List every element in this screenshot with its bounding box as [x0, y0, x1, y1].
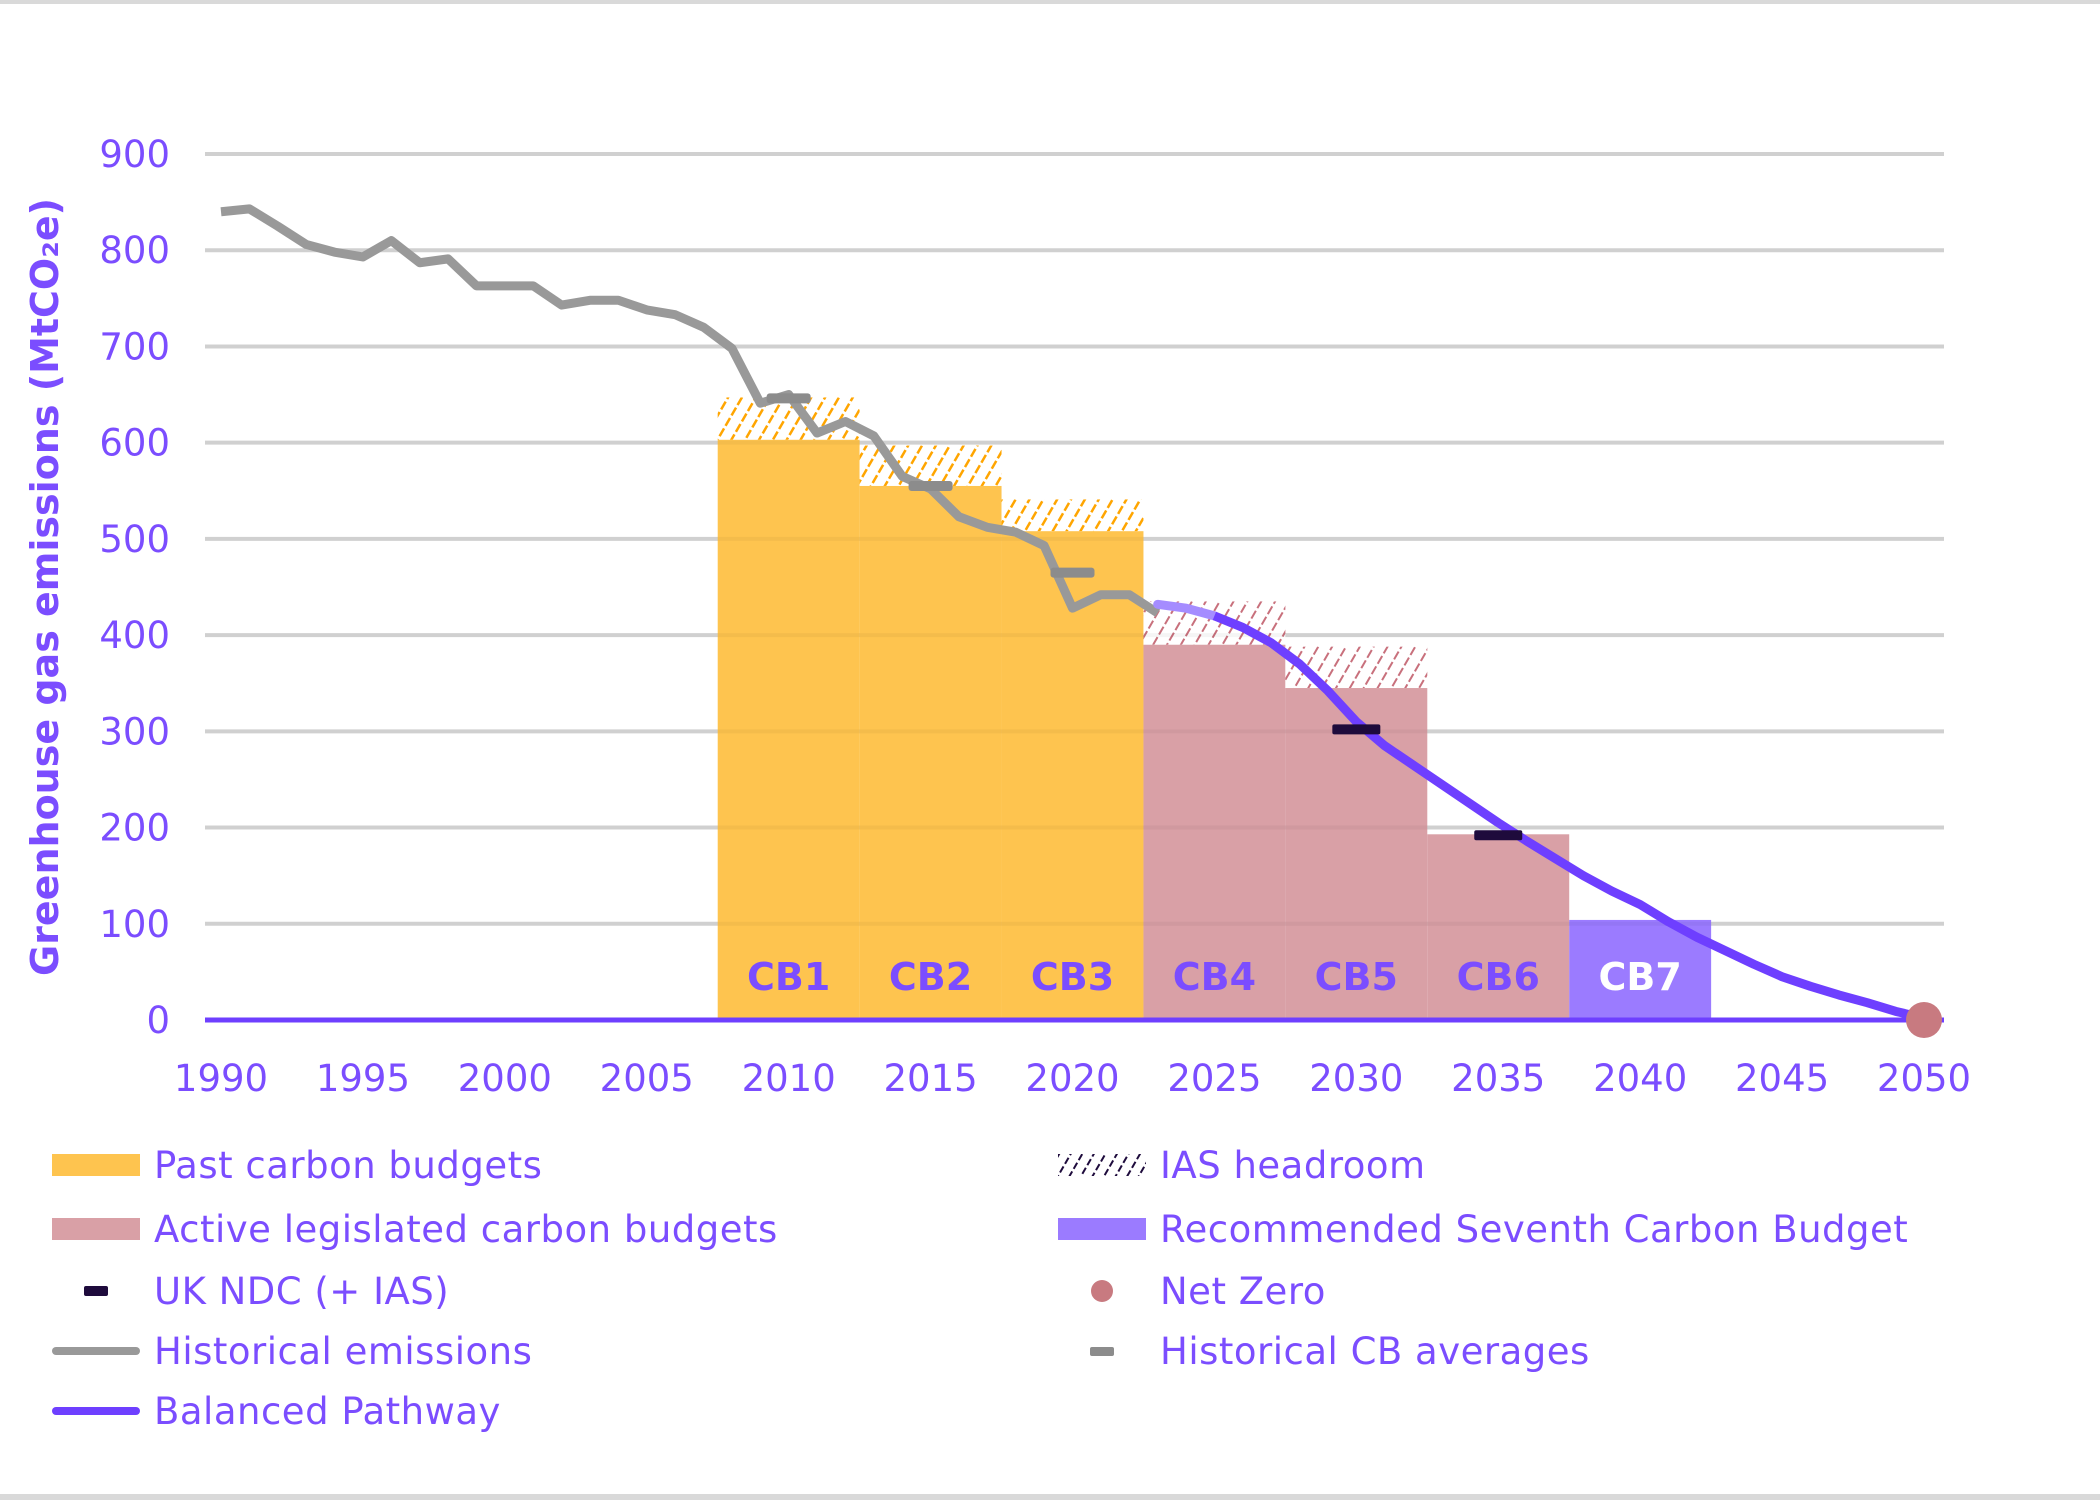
legend-swatch-pathway	[52, 1386, 140, 1436]
budget-label: CB2	[889, 955, 972, 999]
budget-bar-cb2	[859, 485, 1002, 1020]
ias-headroom-cb1	[717, 397, 860, 440]
legend-item: Past carbon budgets	[52, 1140, 542, 1190]
historical-emissions-line	[220, 204, 1161, 617]
budget-bar-cb5	[1285, 688, 1428, 1020]
legend-item: Historical CB averages	[1058, 1326, 1590, 1376]
x-tick-label: 2030	[1309, 1057, 1403, 1100]
budget-bar-cb4	[1143, 644, 1286, 1020]
legend-label: Historical CB averages	[1160, 1329, 1590, 1373]
legend-swatch-hatch	[1058, 1140, 1146, 1190]
historical-cb-average-marker	[1050, 567, 1095, 578]
y-axis-title: Greenhouse gas emissions (MtCO₂e)	[23, 198, 67, 976]
y-tick-label: 400	[99, 614, 170, 657]
budget-label: CB3	[1031, 955, 1114, 999]
y-tick-label: 900	[99, 133, 170, 176]
bottom-border	[0, 1494, 2100, 1500]
budget-bar-cb6	[1427, 834, 1570, 1020]
legend-swatch-historical	[52, 1326, 140, 1376]
ias-headroom-cb3	[1001, 499, 1144, 532]
legend-item: Historical emissions	[52, 1326, 532, 1376]
x-tick-label: 2035	[1451, 1057, 1545, 1100]
legend-label: Historical emissions	[154, 1329, 533, 1373]
legend-label: UK NDC (+ IAS)	[154, 1269, 450, 1313]
uk-ndc-marker	[1474, 830, 1523, 841]
x-tick-label: 2025	[1167, 1057, 1261, 1100]
y-tick-label: 200	[99, 807, 170, 850]
y-tick-label: 0	[146, 999, 170, 1042]
legend-label: Balanced Pathway	[154, 1389, 501, 1433]
legend-item: Net Zero	[1058, 1266, 1326, 1316]
budget-label: CB1	[747, 955, 830, 999]
x-tick-label: 2045	[1735, 1057, 1829, 1100]
y-tick-label: 600	[99, 422, 170, 465]
legend-label: Recommended Seventh Carbon Budget	[1160, 1207, 1909, 1251]
x-tick-label: 2015	[883, 1057, 977, 1100]
budget-bar-cb1	[717, 439, 860, 1020]
legend-swatch-ndc	[52, 1266, 140, 1316]
legend-label: IAS headroom	[1160, 1143, 1426, 1187]
uk-ndc-marker	[1332, 724, 1381, 735]
legend-label: Active legislated carbon budgets	[154, 1207, 778, 1251]
net-zero-marker	[1906, 1002, 1942, 1038]
legend-label: Past carbon budgets	[154, 1143, 543, 1187]
legend-item: UK NDC (+ IAS)	[52, 1266, 449, 1316]
historical-cb-average-marker	[908, 480, 953, 491]
legend-item: IAS headroom	[1058, 1140, 1426, 1190]
x-tick-label: 1995	[316, 1057, 410, 1100]
budget-label: CB6	[1457, 955, 1540, 999]
budget-label: CB5	[1315, 955, 1398, 999]
legend-swatch-active	[52, 1204, 140, 1254]
legend-swatch-netzero	[1058, 1266, 1146, 1316]
y-tick-label: 100	[99, 903, 170, 946]
y-tick-label: 300	[99, 710, 170, 753]
balanced-pathway-line	[1212, 611, 1926, 1023]
y-tick-label: 800	[99, 229, 170, 272]
y-tick-label: 500	[99, 518, 170, 561]
x-tick-label: 2000	[458, 1057, 552, 1100]
x-tick-label: 1990	[174, 1057, 268, 1100]
legend-swatch-cbavg	[1058, 1326, 1146, 1376]
x-tick-label: 2020	[1025, 1057, 1119, 1100]
legend-swatch-past	[52, 1140, 140, 1190]
legend-item: Balanced Pathway	[52, 1386, 501, 1436]
x-tick-label: 2005	[600, 1057, 694, 1100]
x-tick-label: 2040	[1593, 1057, 1687, 1100]
y-tick-label: 700	[99, 325, 170, 368]
budget-label: CB7	[1599, 955, 1682, 999]
historical-cb-average-marker	[766, 393, 811, 404]
x-tick-label: 2050	[1877, 1057, 1971, 1100]
x-tick-label: 2010	[742, 1057, 836, 1100]
legend-item: Active legislated carbon budgets	[52, 1204, 778, 1254]
top-border	[0, 0, 2100, 4]
legend-swatch-cb7	[1058, 1204, 1146, 1254]
emissions-chart: CB1 CB2 CB3 CB4 CB5 CB6 CB7 0 100 200 300 400 500 60…	[23, 133, 1971, 1100]
legend-label: Net Zero	[1160, 1269, 1326, 1313]
balanced-pathway-line-early	[1153, 599, 1219, 621]
legend-item: Recommended Seventh Carbon Budget	[1058, 1204, 1908, 1254]
budget-label: CB4	[1173, 955, 1256, 999]
